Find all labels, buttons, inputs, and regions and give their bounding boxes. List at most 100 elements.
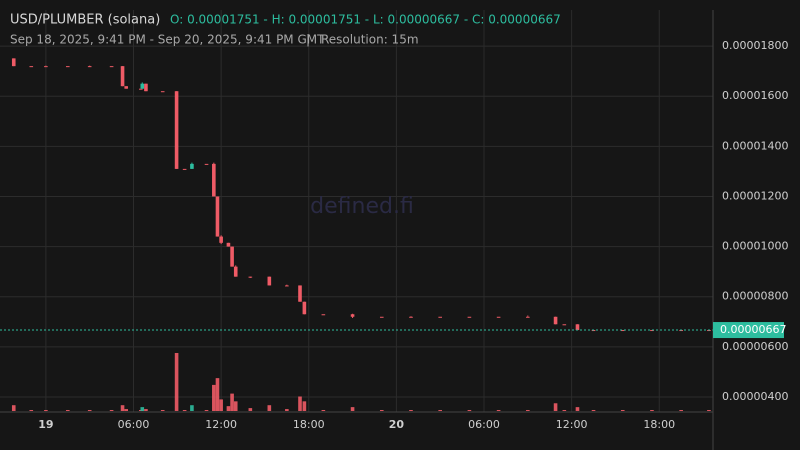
volume-bar bbox=[219, 399, 223, 411]
resolution: Resolution: 15m bbox=[321, 33, 419, 47]
candle-body bbox=[144, 83, 148, 92]
candle-body bbox=[350, 314, 355, 317]
x-tick-label: 06:00 bbox=[118, 418, 150, 431]
candle-body bbox=[226, 242, 231, 247]
watermark: defined.fi bbox=[310, 194, 414, 219]
candle-body bbox=[87, 66, 92, 68]
volume-bar bbox=[44, 410, 48, 411]
volume-bar bbox=[620, 410, 625, 411]
volume-bar bbox=[120, 405, 125, 411]
volume-bar bbox=[204, 410, 209, 411]
volume-bar bbox=[226, 406, 231, 411]
volume-bar bbox=[302, 401, 307, 411]
volume-bar bbox=[467, 410, 472, 411]
volume-bar bbox=[298, 396, 302, 411]
y-tick-label: 0.00001200 bbox=[722, 189, 788, 202]
volume-bar bbox=[212, 384, 216, 411]
subtitle: Sep 18, 2025, 9:41 PM - Sep 20, 2025, 9:… bbox=[10, 33, 325, 47]
candle-body bbox=[233, 266, 238, 277]
volume-bar bbox=[321, 410, 326, 411]
volume-bar bbox=[285, 409, 289, 411]
candle-body bbox=[139, 88, 143, 90]
volume-bar bbox=[707, 410, 711, 411]
candle-body bbox=[562, 324, 567, 326]
volume-bar bbox=[215, 378, 220, 411]
candle-body bbox=[285, 285, 289, 287]
candle-body bbox=[267, 276, 272, 286]
candle-body bbox=[204, 163, 209, 165]
volume-bar bbox=[190, 405, 194, 411]
candle-body bbox=[190, 163, 194, 169]
volume-bar bbox=[409, 410, 413, 411]
y-tick-label: 0.00000600 bbox=[722, 340, 788, 353]
candle-body bbox=[496, 316, 501, 318]
candle-body bbox=[182, 168, 187, 170]
volume-bar bbox=[29, 410, 34, 411]
volume-bar bbox=[182, 410, 187, 411]
candle-body bbox=[109, 66, 114, 68]
volume-bar bbox=[248, 408, 253, 411]
x-tick-label: 12:00 bbox=[556, 418, 588, 431]
x-tick-label: 12:00 bbox=[205, 418, 237, 431]
x-tick-label: 20 bbox=[389, 418, 405, 431]
volume-bar bbox=[65, 410, 70, 411]
volume-bar bbox=[11, 405, 16, 411]
volume-bar bbox=[160, 410, 165, 411]
x-tick-label: 19 bbox=[38, 418, 53, 431]
volume-bar bbox=[140, 407, 145, 411]
volume-bar bbox=[350, 407, 355, 411]
candle-body bbox=[298, 285, 302, 302]
volume-bar bbox=[109, 410, 114, 411]
candle-body bbox=[120, 66, 125, 87]
candle-body bbox=[140, 83, 145, 89]
candle-body bbox=[526, 316, 530, 318]
candle-body bbox=[467, 316, 472, 318]
candle-body bbox=[248, 276, 253, 278]
volume-bar bbox=[124, 409, 129, 411]
y-tick-label: 0.00001600 bbox=[722, 89, 788, 102]
volume-bar bbox=[591, 410, 596, 411]
candle-body bbox=[409, 316, 413, 318]
candle-body bbox=[174, 91, 179, 169]
last-price-box bbox=[713, 322, 784, 339]
candle-body bbox=[230, 246, 234, 267]
candle-body bbox=[44, 66, 48, 68]
volume-bar bbox=[650, 410, 654, 411]
x-tick-label: 18:00 bbox=[293, 418, 325, 431]
volume-bar bbox=[438, 410, 442, 411]
candle-body bbox=[215, 196, 220, 237]
y-tick-label: 0.00001000 bbox=[722, 240, 788, 253]
y-tick-label: 0.00001400 bbox=[722, 139, 788, 152]
volume-bar bbox=[679, 410, 683, 411]
x-tick-label: 18:00 bbox=[643, 418, 675, 431]
volume-bar bbox=[144, 409, 148, 411]
y-tick-label: 0.00001800 bbox=[722, 39, 788, 52]
volume-bar bbox=[526, 410, 530, 411]
candle-body bbox=[65, 66, 70, 68]
candle-body bbox=[11, 58, 16, 67]
candle-body bbox=[160, 91, 165, 93]
volume-bar bbox=[496, 410, 501, 411]
volume-bar bbox=[575, 407, 580, 411]
y-tick-label: 0.00000800 bbox=[722, 290, 788, 303]
candle-body bbox=[219, 236, 223, 243]
candle-body bbox=[379, 316, 384, 318]
ohlc: O: 0.00001751 - H: 0.00001751 - L: 0.000… bbox=[170, 13, 561, 27]
candle-body bbox=[438, 316, 442, 318]
volume-bar bbox=[87, 410, 92, 411]
chart-title: USD/PLUMBER (solana) bbox=[10, 13, 160, 28]
candle-body bbox=[321, 314, 326, 316]
candle-body bbox=[302, 301, 307, 315]
candle-body bbox=[620, 330, 625, 332]
volume-bar bbox=[230, 393, 234, 411]
separator: | bbox=[306, 33, 310, 47]
candle-body bbox=[29, 66, 34, 68]
volume-bar bbox=[553, 403, 558, 411]
candle-body bbox=[575, 324, 580, 331]
candle-body bbox=[650, 330, 654, 332]
y-tick-label: 0.00000400 bbox=[722, 390, 788, 403]
marks bbox=[0, 58, 713, 411]
candle-body bbox=[212, 163, 216, 197]
volume-bar bbox=[379, 410, 384, 411]
